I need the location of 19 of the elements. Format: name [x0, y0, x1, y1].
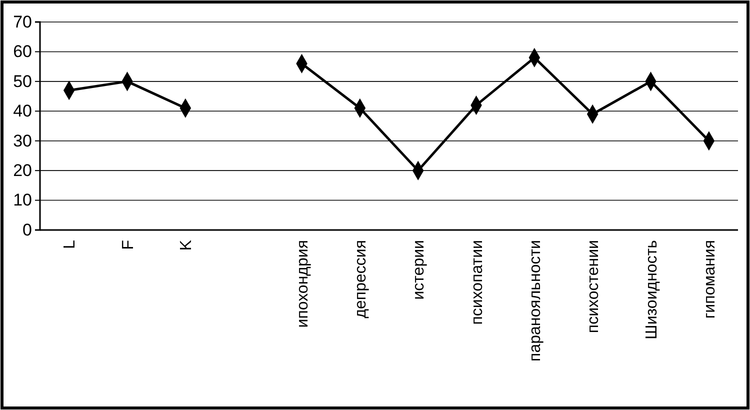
x-tick-label: ипохондрия [294, 240, 312, 328]
x-tick-label: L [62, 240, 79, 249]
x-tick-label: гипомания [702, 240, 719, 319]
x-tick-label: Шизоидность [643, 240, 660, 340]
y-tick-label: 10 [13, 190, 32, 210]
y-tick-label: 20 [13, 161, 32, 180]
y-tick-label: 70 [13, 12, 32, 32]
y-tick-label: 60 [13, 42, 32, 62]
y-tick-label: 40 [13, 102, 32, 121]
x-tick-label: психостении [585, 240, 602, 334]
y-tick-label: 30 [13, 131, 32, 150]
x-tick-label: паранояльности [527, 240, 544, 362]
x-tick-label: F [120, 240, 137, 250]
x-tick-label: психопатии [468, 240, 486, 325]
y-tick-label: 50 [13, 72, 32, 91]
y-tick-label: 0 [22, 220, 32, 240]
x-tick-label: истерии [410, 240, 428, 300]
x-tick-label: K [178, 240, 196, 251]
x-tick-label: депрессия [352, 240, 370, 318]
